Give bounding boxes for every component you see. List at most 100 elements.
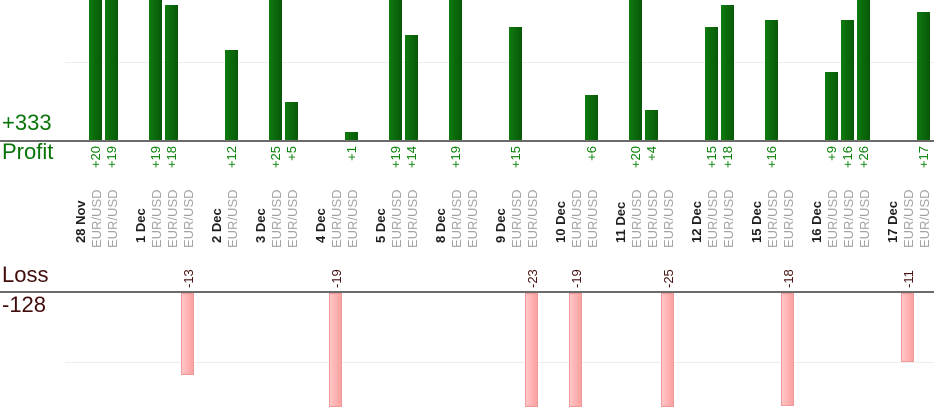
- pair-label: EUR/USD: [525, 189, 540, 248]
- profit-bar: [841, 20, 854, 140]
- profit-value-label: +19: [104, 146, 119, 169]
- loss-gridline: [65, 362, 934, 363]
- date-group: 8 Dec +19 EUR/USD EUR/USD: [432, 0, 480, 420]
- date-label: 12 Dec: [689, 201, 704, 243]
- pair-label: EUR/USD: [629, 189, 644, 248]
- pair-label: EUR/USD: [405, 189, 420, 248]
- trade-column: +14 EUR/USD: [404, 0, 420, 420]
- trade-column: +25 EUR/USD: [268, 0, 284, 420]
- loss-bar: [781, 293, 794, 406]
- profit-value-label: +19: [448, 146, 463, 169]
- loss-value-label: -19: [329, 269, 344, 288]
- trade-column: +15 EUR/USD: [704, 0, 720, 420]
- trade-column: -13 EUR/USD: [180, 0, 196, 420]
- date-group: 12 Dec +15 EUR/USD +18 EUR/USD: [688, 0, 736, 420]
- profit-value-label: +20: [628, 146, 643, 169]
- trade-column: -11 EUR/USD: [900, 0, 916, 420]
- profit-total-label: +333: [2, 110, 52, 135]
- pair-label: EUR/USD: [569, 189, 584, 248]
- date-label: 15 Dec: [749, 201, 764, 243]
- date-label: 28 Nov: [73, 200, 88, 243]
- pair-label: EUR/USD: [269, 189, 284, 248]
- trade-column: +19 EUR/USD: [148, 0, 164, 420]
- pair-label: EUR/USD: [449, 189, 464, 248]
- pair-label: EUR/USD: [917, 189, 932, 248]
- profit-value-label: +25: [268, 146, 283, 169]
- pair-label: EUR/USD: [901, 189, 916, 248]
- profit-bar: [765, 20, 778, 140]
- pair-label: EUR/USD: [585, 189, 600, 248]
- profit-value-label: +6: [584, 146, 599, 161]
- trade-column: +19 EUR/USD: [388, 0, 404, 420]
- profit-value-label: +20: [88, 146, 103, 169]
- trade-column: +17 EUR/USD: [916, 0, 932, 420]
- trade-column: +19 EUR/USD: [448, 0, 464, 420]
- profit-bar: [269, 0, 282, 140]
- pair-label: EUR/USD: [645, 189, 660, 248]
- date-label: 8 Dec: [433, 208, 448, 243]
- profit-bar: [585, 95, 598, 140]
- date-label: 2 Dec: [209, 208, 224, 243]
- trade-column: -25 EUR/USD: [660, 0, 676, 420]
- date-group: 2 Dec +12 EUR/USD: [208, 0, 240, 420]
- pair-label: EUR/USD: [105, 189, 120, 248]
- profit-value-label: +12: [224, 146, 239, 169]
- profit-value-label: +18: [164, 146, 179, 169]
- profit-bar: [149, 0, 162, 140]
- trade-column: +12 EUR/USD: [224, 0, 240, 420]
- date-group: 28 Nov +20 EUR/USD +19 EUR/USD: [72, 0, 120, 420]
- profit-value-label: +14: [404, 146, 419, 169]
- loss-bar: [329, 293, 342, 407]
- date-group: 15 Dec +16 EUR/USD -18 EUR/USD: [748, 0, 796, 420]
- date-label: 1 Dec: [133, 208, 148, 243]
- date-group: 1 Dec +19 EUR/USD +18 EUR/USD -13 EUR/USD: [132, 0, 196, 420]
- loss-bar: [901, 293, 914, 362]
- profit-bar: [645, 110, 658, 140]
- loss-bar: [569, 293, 582, 407]
- pair-label: EUR/USD: [149, 189, 164, 248]
- loss-total-label: -128: [2, 292, 47, 317]
- profit-value-label: +16: [840, 146, 855, 169]
- trade-column: +6 EUR/USD: [584, 0, 600, 420]
- profit-bar: [165, 5, 178, 140]
- pair-label: EUR/USD: [345, 189, 360, 248]
- date-column: 17 Dec: [884, 0, 900, 420]
- pair-label: EUR/USD: [389, 189, 404, 248]
- profit-bar: [285, 102, 298, 140]
- trade-column: +4 EUR/USD: [644, 0, 660, 420]
- profit-bar: [345, 132, 358, 140]
- loss-bar: [661, 293, 674, 407]
- pair-label: EUR/USD: [705, 189, 720, 248]
- profit-value-label: +16: [764, 146, 779, 169]
- trade-column: +16 EUR/USD: [840, 0, 856, 420]
- date-label: 10 Dec: [553, 201, 568, 243]
- date-label: 9 Dec: [493, 208, 508, 243]
- trade-column: +18 EUR/USD: [720, 0, 736, 420]
- date-column: 9 Dec: [492, 0, 508, 420]
- profit-bar: [405, 35, 418, 140]
- trade-column: +5 EUR/USD: [284, 0, 300, 420]
- profit-bar: [857, 0, 870, 140]
- pair-label: EUR/USD: [285, 189, 300, 248]
- profit-gridline: [65, 62, 934, 63]
- loss-value-label: -11: [901, 270, 916, 288]
- date-group: 17 Dec -11 EUR/USD +17 EUR/USD: [884, 0, 932, 420]
- profit-value-label: +1: [344, 146, 359, 161]
- pair-label: EUR/USD: [181, 189, 196, 248]
- pair-label: EUR/USD: [825, 189, 840, 248]
- date-column: 15 Dec: [748, 0, 764, 420]
- trade-column: +20 EUR/USD: [88, 0, 104, 420]
- profit-bar: [509, 27, 522, 140]
- date-group: 3 Dec +25 EUR/USD +5 EUR/USD: [252, 0, 300, 420]
- loss-bar: [525, 293, 538, 407]
- date-column: 28 Nov: [72, 0, 88, 420]
- trade-column: -18 EUR/USD: [780, 0, 796, 420]
- profit-bar: [89, 0, 102, 140]
- pair-label: EUR/USD: [89, 189, 104, 248]
- pair-label: EUR/USD: [841, 189, 856, 248]
- pair-label: EUR/USD: [721, 189, 736, 248]
- pair-label: EUR/USD: [329, 189, 344, 248]
- pair-label: EUR/USD: [509, 189, 524, 248]
- profit-bar: [825, 72, 838, 140]
